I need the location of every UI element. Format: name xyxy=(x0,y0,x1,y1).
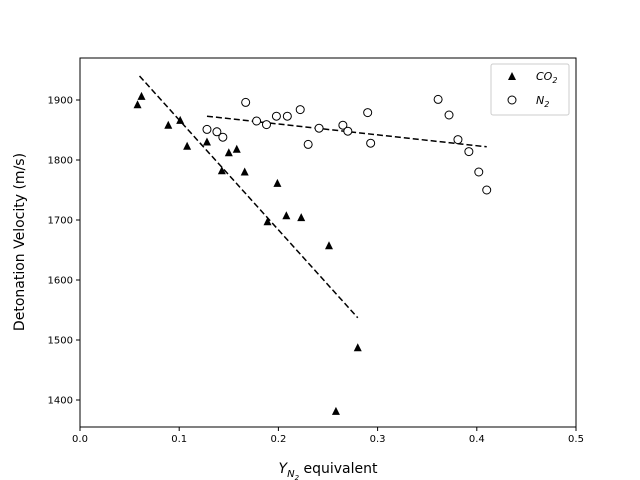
trend-line-co2 xyxy=(138,75,359,319)
data-point-co2 xyxy=(137,91,146,100)
data-point-co2 xyxy=(263,217,272,226)
data-point-n2 xyxy=(218,132,228,142)
data-point-n2 xyxy=(252,116,262,126)
data-point-n2 xyxy=(314,123,324,133)
y-tick-label: 1600 xyxy=(48,276,73,287)
data-point-n2 xyxy=(343,126,353,136)
data-point-n2 xyxy=(303,139,313,149)
data-point-n2 xyxy=(202,124,212,134)
x-tick-label: 0.5 xyxy=(568,434,584,445)
data-point-n2 xyxy=(261,120,271,130)
data-point-n2 xyxy=(338,120,348,130)
data-point-n2 xyxy=(363,108,373,118)
data-point-co2 xyxy=(232,144,241,153)
data-point-co2 xyxy=(133,100,142,109)
x-axis-label: YN2 equivalent xyxy=(279,461,378,480)
data-point-n2 xyxy=(453,135,463,145)
legend-box xyxy=(490,63,570,116)
data-point-n2 xyxy=(366,138,376,148)
y-tick-label: 1400 xyxy=(48,396,73,407)
x-tick-label: 0.1 xyxy=(171,434,187,445)
legend: CO2 N2 xyxy=(490,63,570,116)
data-point-n2 xyxy=(474,167,484,177)
legend-n2-label: N2 xyxy=(536,94,549,109)
legend-triangle-marker xyxy=(508,72,516,80)
axis-ticks: 0.0 0.1 0.2 0.3 0.4 0.5 1400 1500 1600 1700 1800 19… xyxy=(48,96,584,446)
data-point-co2 xyxy=(353,343,362,352)
y-tick-label: 1700 xyxy=(48,216,73,227)
data-point-n2 xyxy=(464,147,474,157)
data-point-co2 xyxy=(297,213,306,222)
data-point-co2 xyxy=(324,241,333,250)
y-tick-label: 1800 xyxy=(48,156,73,167)
x-tick-label: 0.3 xyxy=(370,434,386,445)
data-point-n2 xyxy=(241,97,251,107)
data-point-n2 xyxy=(433,94,443,104)
data-point-n2 xyxy=(444,110,454,120)
y-axis-label: Detonation Velocity (m/s) xyxy=(12,153,28,331)
data-point-n2 xyxy=(212,127,222,137)
x-tick-label: 0.2 xyxy=(270,434,286,445)
data-point-n2 xyxy=(295,105,305,115)
y-tick-label: 1500 xyxy=(48,336,73,347)
data-point-co2 xyxy=(331,406,340,415)
legend-circle-marker xyxy=(507,95,517,105)
data-point-n2 xyxy=(282,111,292,121)
data-point-co2 xyxy=(202,137,211,146)
x-tick-label: 0.4 xyxy=(469,434,485,445)
x-tick-label: 0.0 xyxy=(72,434,88,445)
data-point-co2 xyxy=(273,178,282,187)
data-point-co2 xyxy=(164,120,173,129)
y-tick-label: 1900 xyxy=(48,96,73,107)
data-marks xyxy=(133,75,492,415)
data-point-n2 xyxy=(271,111,281,121)
data-point-co2 xyxy=(217,166,226,175)
data-point-co2 xyxy=(282,211,291,220)
data-point-n2 xyxy=(482,185,492,195)
data-point-co2 xyxy=(176,115,185,124)
data-point-co2 xyxy=(224,148,233,157)
plot-frame xyxy=(79,57,577,428)
data-point-co2 xyxy=(240,167,249,176)
legend-co2-label: CO2 xyxy=(536,70,557,85)
data-point-co2 xyxy=(183,141,192,150)
